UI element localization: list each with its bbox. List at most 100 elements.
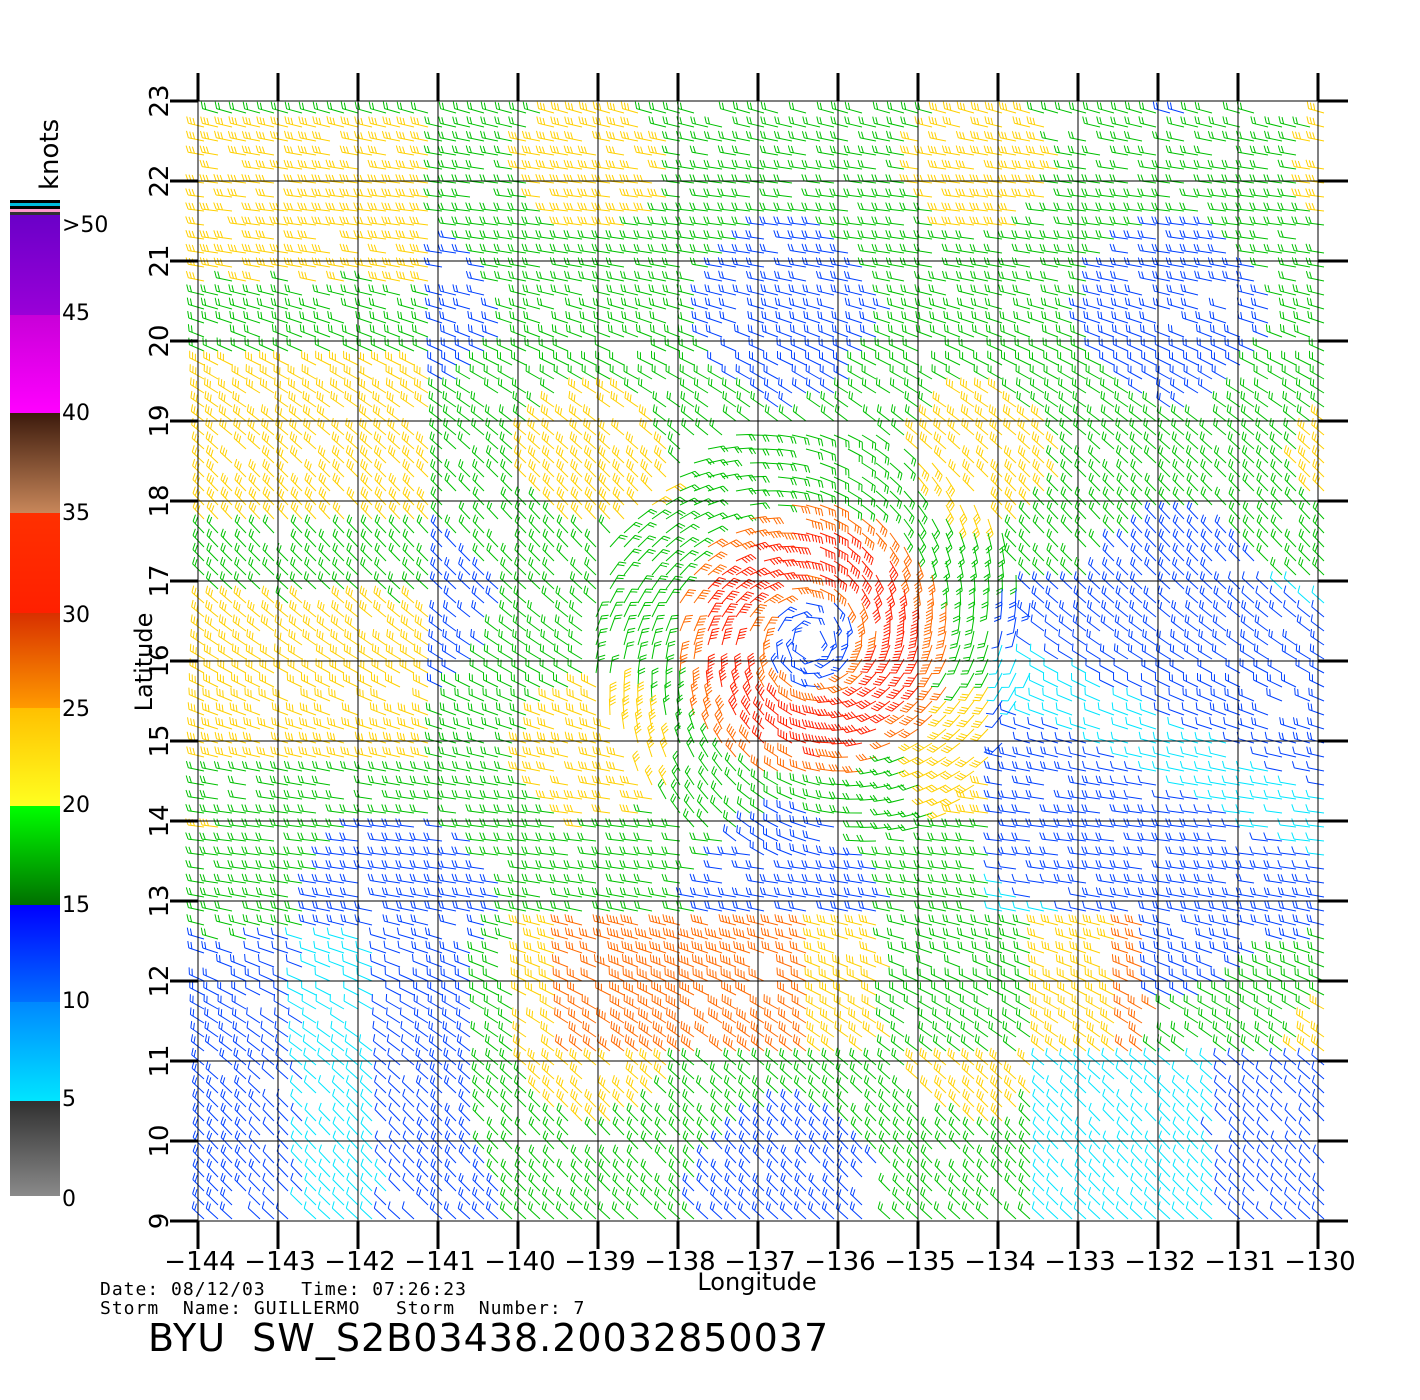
wind-barb <box>1017 1047 1031 1066</box>
wind-barb <box>395 818 415 828</box>
legend-segment-30-35 <box>10 513 60 613</box>
wind-barb <box>722 404 737 422</box>
wind-barb <box>985 714 1003 728</box>
wind-barb <box>465 270 485 282</box>
wind-barb <box>763 755 779 772</box>
wind-barb <box>973 672 989 688</box>
wind-barb <box>652 404 667 422</box>
wind-barb <box>959 672 975 688</box>
wind-barb <box>285 702 303 716</box>
wind-barb <box>1137 846 1157 856</box>
wind-barb <box>1264 284 1283 296</box>
wind-barb <box>605 174 625 184</box>
wind-barb <box>1182 687 1199 702</box>
wind-barb <box>1253 364 1269 380</box>
wind-barb <box>233 585 247 604</box>
wind-barb <box>735 487 757 495</box>
wind-barb <box>735 603 753 618</box>
wind-barb <box>413 643 429 660</box>
wind-barb <box>1060 458 1073 478</box>
wind-barb <box>788 297 807 310</box>
wind-barb <box>885 145 905 156</box>
wind-barb <box>524 687 541 702</box>
wind-barb <box>1025 230 1045 240</box>
wind-barb <box>972 953 989 968</box>
wind-barb <box>689 202 709 212</box>
wind-barb <box>480 101 499 114</box>
wind-barb <box>974 1007 989 1024</box>
wind-barb <box>260 614 275 632</box>
wind-barb <box>623 561 641 576</box>
wind-barb <box>942 297 961 310</box>
wind-barb <box>397 324 415 338</box>
wind-barb <box>521 202 541 212</box>
wind-barb <box>887 672 905 687</box>
wind-barb <box>514 458 527 478</box>
wind-barb <box>288 404 303 422</box>
wind-barb <box>190 629 205 646</box>
wind-barb <box>283 243 303 254</box>
wind-barb <box>470 1020 485 1038</box>
wind-barb <box>817 310 835 324</box>
wind-barb <box>1295 994 1311 1010</box>
wind-barb <box>1081 230 1101 240</box>
wind-barb <box>1011 832 1031 842</box>
wind-barb <box>441 980 457 996</box>
wind-barb <box>583 585 597 604</box>
wind-barb <box>787 243 807 254</box>
wind-barb <box>186 116 205 128</box>
wind-barb <box>203 363 219 380</box>
wind-barb <box>818 337 835 352</box>
wind-barb <box>330 614 345 632</box>
wind-barb <box>955 174 975 184</box>
wind-barb <box>607 954 625 968</box>
wind-barb <box>925 811 947 820</box>
wind-barb <box>1115 571 1129 590</box>
wind-barb <box>941 230 961 240</box>
wind-barb <box>846 337 863 352</box>
wind-barb <box>1251 717 1269 730</box>
wind-barb <box>370 337 387 352</box>
wind-barb <box>665 588 682 604</box>
wind-barb <box>479 216 499 226</box>
wind-barb <box>371 672 387 688</box>
wind-barb <box>705 954 723 968</box>
wind-barb <box>1011 887 1031 898</box>
wind-barb <box>857 159 877 170</box>
wind-barb <box>690 116 709 128</box>
wind-barb <box>202 337 219 352</box>
wind-barb <box>1281 643 1297 660</box>
wind-barb <box>580 687 597 702</box>
wind-barb <box>791 490 811 501</box>
wind-barb <box>396 116 415 128</box>
wind-barb <box>578 297 597 310</box>
wind-barb <box>1222 270 1241 282</box>
wind-barb <box>1267 658 1283 674</box>
wind-barb <box>315 980 331 996</box>
wind-barb <box>1152 914 1171 926</box>
wind-barb <box>1278 284 1297 296</box>
wind-barb <box>354 914 373 926</box>
wind-barb <box>1264 130 1283 142</box>
wind-barb <box>302 377 317 394</box>
wind-barb <box>542 458 555 478</box>
wind-barb <box>556 458 569 478</box>
wind-barb <box>538 967 555 982</box>
wind-barb <box>262 472 275 492</box>
wind-barb <box>326 116 345 128</box>
wind-barb <box>205 585 219 604</box>
wind-barb <box>1087 431 1101 450</box>
wind-barb <box>1140 673 1157 688</box>
wind-barb <box>773 216 793 226</box>
wind-barb <box>318 458 331 478</box>
wind-barb <box>638 404 653 422</box>
wind-barb <box>1210 967 1227 982</box>
wind-barb <box>527 600 541 618</box>
wind-barb <box>861 462 876 479</box>
wind-barb <box>424 116 443 128</box>
wind-barb <box>900 116 919 128</box>
wind-barb <box>372 1007 387 1024</box>
wind-barb <box>246 629 261 646</box>
wind-barb <box>555 445 569 464</box>
wind-barb <box>1011 145 1031 156</box>
